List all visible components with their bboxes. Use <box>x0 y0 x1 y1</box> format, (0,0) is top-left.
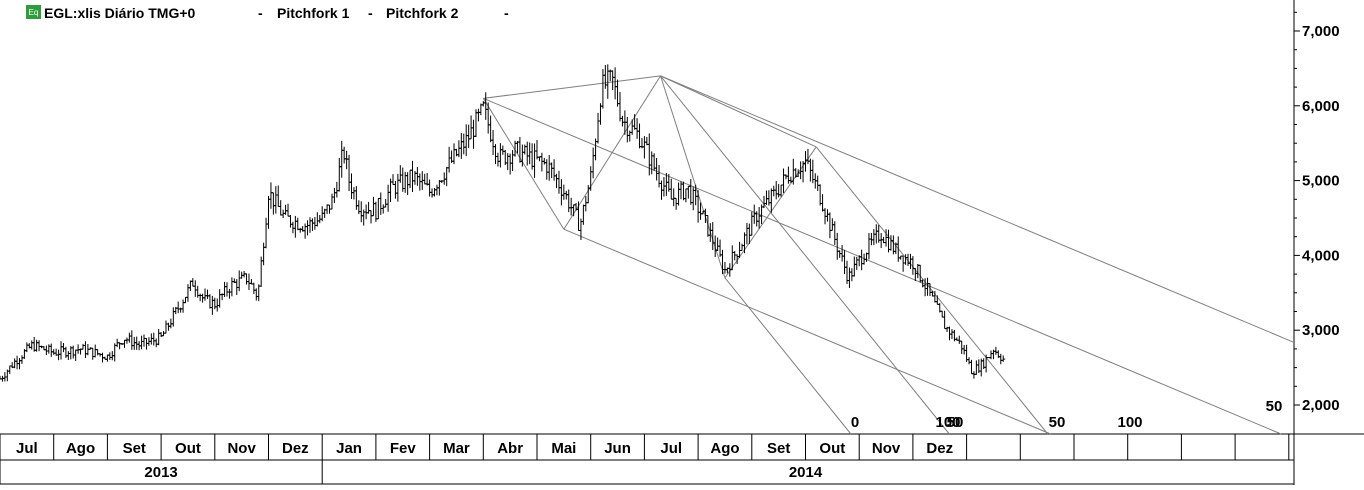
pitchfork-level-label: 100 <box>1117 414 1142 431</box>
month-label: Jun <box>604 440 631 457</box>
pitchfork-pivot-line <box>660 75 726 278</box>
month-label: Jul <box>660 440 682 457</box>
pitchfork-level-label: 100 <box>935 414 960 431</box>
month-label: Out <box>175 440 201 457</box>
header-separator: - <box>258 5 263 21</box>
pitchfork-tine-line <box>724 277 852 435</box>
pitchfork-tine-line <box>563 228 1051 435</box>
pitchfork-pivot-line <box>660 75 817 148</box>
pitchfork-median-line <box>483 97 1282 435</box>
chart-header: Eq EGL:xlis Diário TMG+0 - Pitchfork 1 -… <box>26 5 509 21</box>
month-label: Out <box>819 440 845 457</box>
pitchfork-level-label: 50 <box>1049 414 1066 431</box>
y-tick-label: 4,000 <box>1302 247 1340 264</box>
month-label: Set <box>767 440 790 457</box>
y-tick-label: 2,000 <box>1302 397 1340 414</box>
pitchfork-level-label: 0 <box>851 414 859 431</box>
month-label: Dez <box>282 440 309 457</box>
year-label: 2014 <box>789 464 823 481</box>
study-pitchfork-2[interactable]: Pitchfork 2 <box>386 5 459 21</box>
month-label: Mai <box>551 440 576 457</box>
y-tick-label: 6,000 <box>1302 98 1340 115</box>
month-label: Nov <box>227 440 256 457</box>
pitchfork-pivot-line <box>483 75 661 99</box>
price-axis: 2,000 3,000 4,000 5,000 6,000 7,000 <box>1294 11 1340 414</box>
study-pitchfork-1[interactable]: Pitchfork 1 <box>277 5 350 21</box>
pitchfork-pivot-line <box>482 98 565 230</box>
pitchfork-tine-line <box>815 146 1049 435</box>
pitchfork-level-label: 50 <box>947 414 964 431</box>
month-label: Abr <box>497 440 523 457</box>
year-label: 2013 <box>144 464 177 481</box>
month-label: Jan <box>336 440 362 457</box>
month-label: Dez <box>926 440 953 457</box>
equity-badge-text: Eq <box>29 8 39 17</box>
y-tick-label: 3,000 <box>1302 322 1340 339</box>
month-label: Mar <box>443 440 470 457</box>
month-label: Jul <box>16 440 38 457</box>
symbol-title[interactable]: EGL:xlis Diário TMG+0 <box>44 5 196 21</box>
month-label: Ago <box>66 440 95 457</box>
header-separator: - <box>504 5 509 21</box>
pitchfork-median-line <box>660 75 950 435</box>
pitchfork-level-label: 50 <box>1266 398 1283 415</box>
price-bars-layer <box>0 64 1006 382</box>
y-tick-label: 7,000 <box>1302 23 1340 40</box>
equity-badge-icon <box>26 5 41 19</box>
pitchfork-tine-line <box>660 75 1295 343</box>
y-tick-label: 5,000 <box>1302 173 1340 190</box>
header-separator: - <box>368 5 373 21</box>
pitchforks-layer <box>482 75 1295 435</box>
month-label: Set <box>123 440 146 457</box>
month-label: Ago <box>710 440 739 457</box>
month-label: Fev <box>390 440 417 457</box>
time-axis: Jul Ago Set Out Nov Dez Jan Fev Mar Abr Mai Jun Jul A… <box>0 434 1290 484</box>
month-label: Nov <box>872 440 901 457</box>
